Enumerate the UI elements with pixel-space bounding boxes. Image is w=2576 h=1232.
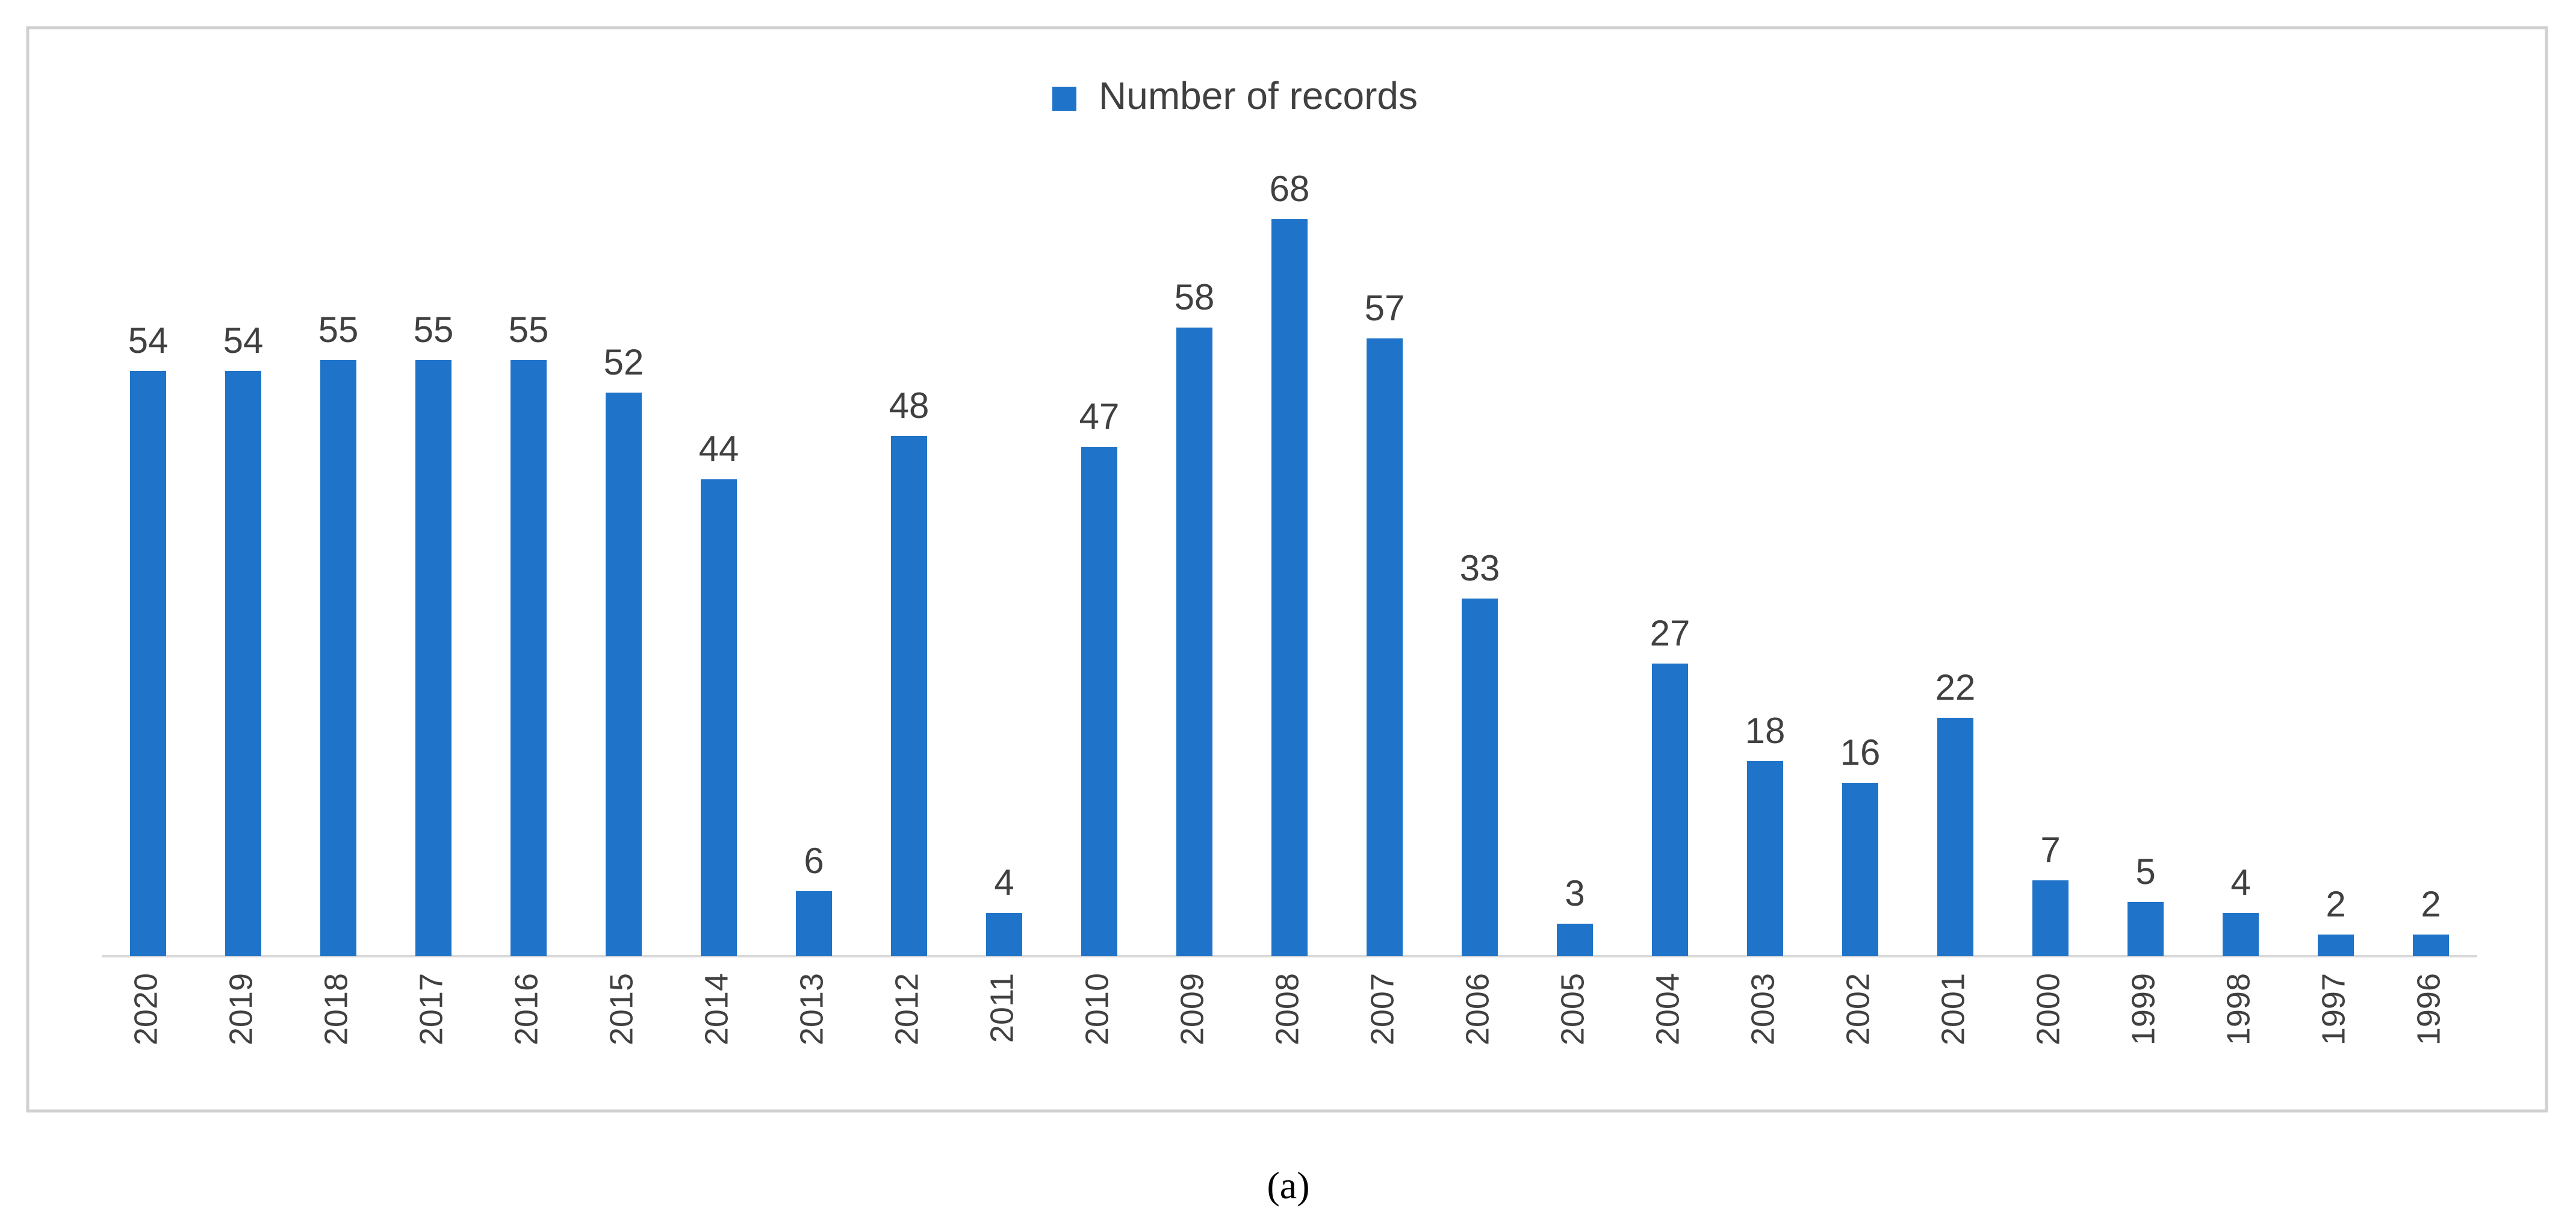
bar — [1652, 664, 1688, 956]
bar — [1747, 761, 1783, 956]
x-tick-label: 2020 — [128, 973, 164, 1045]
bar — [130, 371, 166, 956]
x-tick-label: 2002 — [1840, 973, 1876, 1045]
bar — [1557, 924, 1593, 956]
bar — [415, 360, 452, 956]
data-label: 6 — [804, 841, 824, 881]
data-label: 54 — [128, 320, 169, 361]
bar — [606, 393, 642, 956]
x-tick-label: 2005 — [1554, 973, 1591, 1045]
bar — [511, 360, 547, 956]
data-label: 18 — [1745, 711, 1786, 751]
x-tick-label: 1998 — [2220, 973, 2256, 1045]
data-label: 57 — [1365, 288, 1405, 328]
data-label: 2 — [2326, 884, 2345, 924]
data-label: 54 — [223, 320, 264, 361]
data-label: 7 — [2040, 830, 2060, 870]
x-tick-label: 2000 — [2030, 973, 2066, 1045]
bar — [986, 913, 1022, 956]
data-label: 55 — [509, 310, 549, 350]
data-label: 27 — [1650, 613, 1690, 653]
bar — [2318, 935, 2354, 956]
data-label: 68 — [1270, 169, 1310, 209]
x-tick-label: 2018 — [318, 973, 354, 1045]
data-label: 4 — [2230, 862, 2250, 903]
x-tick-label: 2013 — [793, 973, 830, 1045]
x-tick-label: 2012 — [889, 973, 925, 1045]
bar — [891, 436, 927, 956]
x-tick-label: 2016 — [508, 973, 544, 1045]
data-label: 5 — [2135, 851, 2155, 892]
bar — [2223, 913, 2259, 956]
x-tick-label: 2011 — [984, 973, 1020, 1043]
x-tick-label: 2001 — [1935, 973, 1971, 1045]
bar — [796, 891, 832, 956]
x-tick-label: 2008 — [1269, 973, 1305, 1045]
data-label: 55 — [318, 310, 359, 350]
x-tick-label: 2017 — [413, 973, 449, 1045]
data-label: 47 — [1079, 396, 1120, 437]
data-label: 58 — [1175, 277, 1215, 317]
x-tick-label: 2019 — [223, 973, 259, 1045]
x-tick-label: 2015 — [603, 973, 639, 1045]
data-label: 33 — [1460, 548, 1500, 588]
x-tick-label: 2007 — [1364, 973, 1400, 1045]
data-label: 2 — [2421, 884, 2441, 924]
data-label: 55 — [414, 310, 454, 350]
legend-swatch — [1052, 87, 1076, 111]
bar — [1176, 328, 1212, 956]
data-label: 16 — [1840, 732, 1881, 773]
legend-label: Number of records — [1099, 74, 1418, 117]
bar — [225, 371, 261, 956]
x-tick-label: 2014 — [698, 973, 734, 1045]
bar — [701, 479, 737, 956]
bar — [1462, 599, 1498, 956]
x-tick-label: 2003 — [1745, 973, 1781, 1045]
x-tick-label: 2004 — [1650, 973, 1686, 1045]
caption: (a) — [1267, 1164, 1309, 1207]
data-label: 22 — [1935, 667, 1976, 708]
data-label: 4 — [994, 862, 1014, 903]
bar — [2032, 880, 2069, 956]
bar — [2128, 902, 2164, 956]
bar — [1842, 783, 1878, 956]
bar — [1367, 338, 1403, 956]
x-tick-label: 1996 — [2410, 973, 2447, 1045]
bar — [1271, 219, 1308, 956]
x-tick-label: 1999 — [2125, 973, 2161, 1045]
bar — [320, 360, 356, 956]
bar — [2413, 935, 2449, 956]
bar — [1081, 447, 1117, 956]
bar — [1937, 718, 1973, 956]
x-tick-label: 2010 — [1079, 973, 1115, 1045]
x-tick-label: 2009 — [1174, 973, 1210, 1045]
data-label: 3 — [1565, 873, 1584, 913]
x-tick-label: 2006 — [1459, 973, 1495, 1045]
data-label: 52 — [604, 342, 644, 382]
data-label: 44 — [699, 429, 739, 469]
data-label: 48 — [889, 385, 930, 426]
x-tick-label: 1997 — [2315, 973, 2351, 1045]
